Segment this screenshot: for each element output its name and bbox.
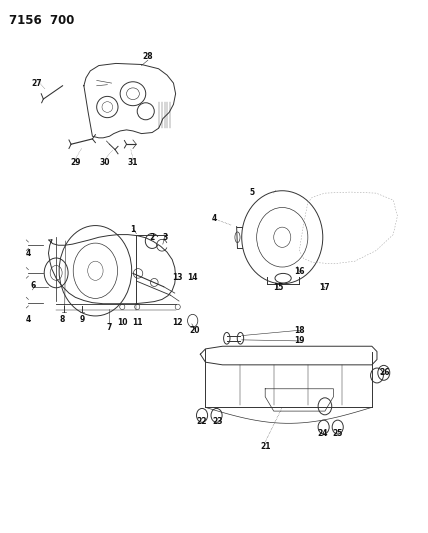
Text: 9: 9	[79, 315, 84, 324]
Text: 12: 12	[172, 318, 183, 327]
Text: 1: 1	[130, 225, 136, 234]
Text: 5: 5	[250, 188, 255, 197]
Text: 18: 18	[294, 326, 305, 335]
Text: 7: 7	[107, 323, 112, 332]
Text: 4: 4	[26, 315, 31, 324]
Text: 17: 17	[320, 283, 330, 292]
Text: 26: 26	[379, 368, 390, 377]
Text: 13: 13	[172, 273, 183, 281]
Text: 31: 31	[128, 158, 138, 167]
Text: 11: 11	[132, 318, 143, 327]
Text: 20: 20	[190, 326, 200, 335]
Text: 23: 23	[212, 417, 223, 426]
Text: 22: 22	[196, 417, 206, 426]
Text: 15: 15	[273, 283, 283, 292]
Text: 29: 29	[70, 158, 80, 167]
Text: 10: 10	[117, 318, 128, 327]
Text: 2: 2	[149, 233, 155, 242]
Text: 4: 4	[211, 214, 217, 223]
Text: 6: 6	[30, 280, 36, 289]
Text: 25: 25	[333, 430, 343, 439]
Text: 19: 19	[294, 336, 305, 345]
Text: 24: 24	[318, 430, 328, 439]
Text: 4: 4	[26, 249, 31, 258]
Text: 14: 14	[187, 273, 198, 281]
Text: 21: 21	[260, 442, 270, 451]
Text: 3: 3	[162, 233, 168, 242]
Text: 27: 27	[32, 78, 42, 87]
Text: 7156  700: 7156 700	[9, 14, 74, 27]
Text: 16: 16	[294, 268, 305, 276]
Text: 8: 8	[60, 315, 65, 324]
Text: 30: 30	[100, 158, 110, 167]
Text: 28: 28	[143, 52, 153, 61]
